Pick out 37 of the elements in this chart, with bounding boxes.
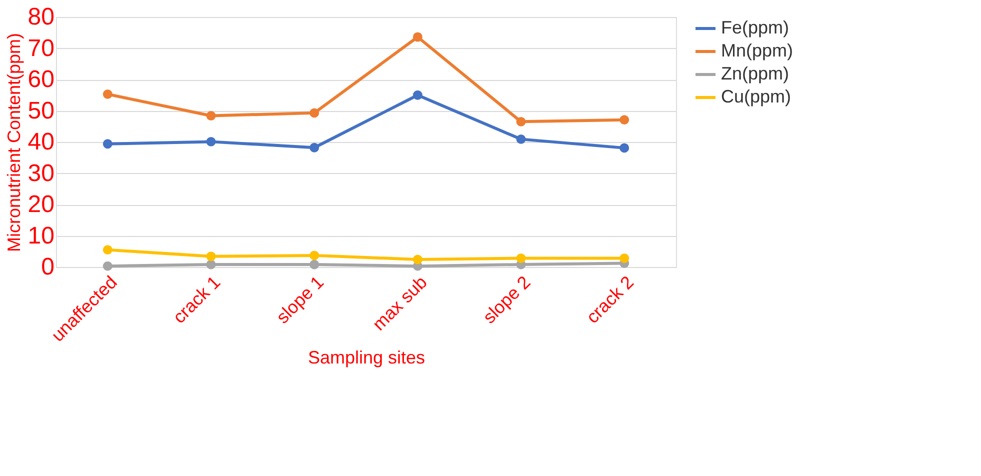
point: [206, 252, 216, 262]
y-tick-label: 80: [28, 4, 54, 30]
point: [516, 254, 526, 263]
point: [516, 116, 526, 126]
point: [310, 108, 320, 118]
x-axis-title: Sampling sites: [308, 347, 426, 368]
legend-label: Cu(ppm): [721, 86, 792, 106]
point: [620, 254, 630, 263]
point: [102, 139, 112, 149]
x-tick-label: max sub: [368, 272, 431, 334]
point: [412, 32, 422, 42]
y-tick-label: 40: [28, 128, 54, 156]
y-tick-label: 30: [28, 160, 54, 187]
point: [412, 90, 422, 100]
legend-label: Fe(ppm): [721, 18, 790, 38]
y-tick-label: 50: [28, 97, 54, 124]
point: [310, 142, 320, 152]
y-tick-label: 0: [41, 254, 54, 280]
point: [412, 254, 422, 264]
y-tick-label: 60: [28, 66, 54, 93]
legend-label: Zn(ppm): [721, 64, 790, 84]
point: [102, 89, 112, 99]
legend-label: Mn(ppm): [721, 40, 794, 60]
y-axis-title: Micronutrient Content(ppm): [4, 32, 24, 252]
point: [206, 136, 216, 146]
point: [620, 143, 630, 153]
point: [102, 261, 112, 271]
point: [102, 245, 112, 255]
point: [310, 250, 320, 260]
point: [310, 260, 320, 270]
y-tick-label: 20: [28, 191, 54, 218]
point: [516, 134, 526, 144]
y-tick-label: 10: [28, 222, 54, 250]
point: [206, 111, 216, 120]
point: [620, 115, 630, 125]
y-tick-label: 70: [28, 34, 54, 62]
point: [206, 260, 216, 270]
